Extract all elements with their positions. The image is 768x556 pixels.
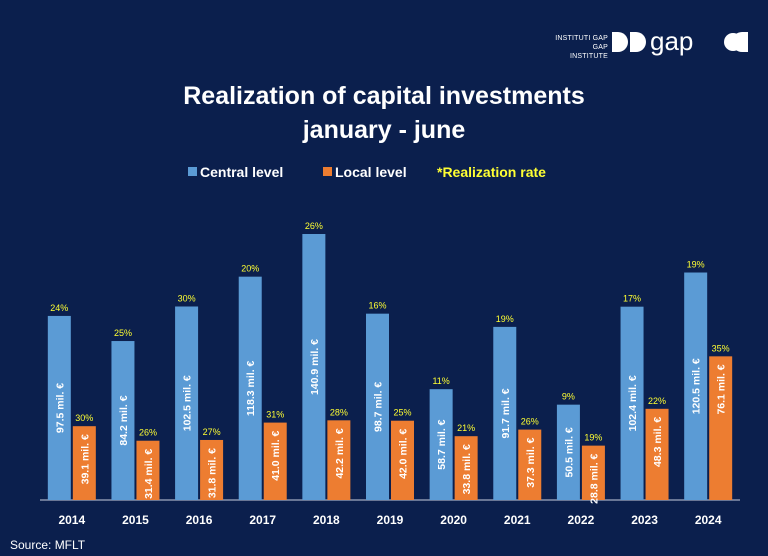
rate-label-central: 20% xyxy=(241,264,259,274)
bar-value-label-local: 48.3 mil. € xyxy=(652,417,664,467)
x-tick-label: 2017 xyxy=(249,513,276,527)
x-tick-label: 2020 xyxy=(440,513,467,527)
bar-central xyxy=(366,313,389,500)
bar-value-label-local: 39.1 mil. € xyxy=(79,434,91,484)
rate-label-central: 25% xyxy=(114,328,132,338)
rate-label-central: 24% xyxy=(50,303,68,313)
bar-local xyxy=(200,439,224,500)
x-tick-label: 2018 xyxy=(313,513,340,527)
rate-label-local: 27% xyxy=(203,427,221,437)
bar-central xyxy=(111,341,135,500)
rate-label-central: 11% xyxy=(432,376,449,386)
bar-central xyxy=(493,326,517,500)
bar-local xyxy=(518,429,542,500)
rate-label-local: 21% xyxy=(457,423,475,433)
svg-text:gap: gap xyxy=(650,28,693,56)
rate-label-local: 28% xyxy=(330,407,348,417)
bar-value-label-central: 118.3 mil. € xyxy=(245,360,257,416)
bar-local xyxy=(454,436,478,500)
rate-label-local: 25% xyxy=(393,408,411,418)
gap-logo-icon: gap xyxy=(612,28,748,56)
bar-value-label-local: 42.2 mil. € xyxy=(334,428,346,478)
x-tick-label: 2014 xyxy=(58,513,85,527)
bar-value-label-central: 50.5 mil. € xyxy=(563,427,575,477)
bar-value-label-local: 42.0 mil. € xyxy=(398,429,410,479)
brand-text: INSTITUTI GAP GAP INSTITUTE xyxy=(555,34,608,61)
bar-local xyxy=(327,420,351,500)
brand-line-2: GAP INSTITUTE xyxy=(570,44,608,60)
legend-label-rate: *Realization rate xyxy=(437,164,546,180)
rate-label-local: 26% xyxy=(139,428,157,438)
rate-label-local: 30% xyxy=(75,413,93,423)
bar-local xyxy=(136,440,160,500)
bar-local xyxy=(709,356,733,500)
bar-value-label-central: 120.5 mil. € xyxy=(691,358,703,414)
bar-central xyxy=(47,315,71,500)
rate-label-central: 9% xyxy=(562,392,575,402)
bar-value-label-local: 33.8 mil. € xyxy=(461,444,473,494)
legend-label-central: Central level xyxy=(200,164,283,180)
bar-value-label-central: 58.7 mil. € xyxy=(436,419,448,469)
bar-central xyxy=(302,234,326,500)
bar-value-label-central: 91.7 mil. € xyxy=(500,388,512,438)
rate-label-local: 22% xyxy=(648,396,666,406)
brand-line-1: INSTITUTI GAP xyxy=(555,35,608,42)
x-tick-label: 2023 xyxy=(631,513,658,527)
bar-value-label-central: 102.5 mil. € xyxy=(182,375,194,431)
bar-value-label-central: 98.7 mil. € xyxy=(373,382,385,432)
x-tick-label: 2015 xyxy=(122,513,149,527)
bar-value-label-local: 31.4 mil. € xyxy=(143,449,155,499)
legend-swatch-local xyxy=(323,167,332,176)
legend-label-local: Local level xyxy=(335,164,407,180)
bar-central xyxy=(175,306,199,500)
bar-local xyxy=(391,420,414,500)
rate-label-local: 19% xyxy=(584,433,602,443)
rate-label-central: 30% xyxy=(178,293,196,303)
bar-value-label-local: 31.8 mil. € xyxy=(207,448,219,498)
bar-value-label-central: 84.2 mil. € xyxy=(118,395,130,445)
x-tick-label: 2022 xyxy=(568,513,595,527)
bar-value-label-central: 140.9 mil. € xyxy=(309,339,321,395)
x-tick-label: 2021 xyxy=(504,513,531,527)
legend-swatch-central xyxy=(188,167,197,176)
rate-label-central: 19% xyxy=(496,314,514,324)
rate-label-central: 26% xyxy=(305,221,323,231)
source-note: Source: MFLT xyxy=(10,538,86,552)
x-tick-label: 2019 xyxy=(377,513,404,527)
chart-title: Realization of capital investments xyxy=(183,82,585,110)
bar-local xyxy=(581,445,605,500)
bar-value-label-local: 28.8 mil. € xyxy=(588,453,600,503)
bar-value-label-central: 102.4 mil. € xyxy=(627,375,639,431)
x-tick-label: 2016 xyxy=(186,513,213,527)
bar-value-label-central: 97.5 mil. € xyxy=(54,383,66,433)
rate-label-local: 35% xyxy=(712,343,730,353)
bar-local xyxy=(263,422,287,500)
chart-subtitle: january - june xyxy=(302,116,466,144)
bar-value-label-local: 37.3 mil. € xyxy=(525,437,537,487)
bar-central xyxy=(556,404,580,500)
rate-label-local: 26% xyxy=(521,417,539,427)
x-tick-label: 2024 xyxy=(695,513,722,527)
rate-label-local: 31% xyxy=(266,410,284,420)
bar-local xyxy=(645,408,669,500)
bar-value-label-local: 76.1 mil. € xyxy=(716,364,728,414)
bar-central xyxy=(620,306,644,500)
bar-value-label-local: 41.0 mil. € xyxy=(270,430,282,480)
rate-label-central: 19% xyxy=(687,260,705,270)
bar-central xyxy=(238,276,262,500)
rate-label-central: 17% xyxy=(623,294,641,304)
bar-local xyxy=(72,426,96,500)
bar-central xyxy=(429,389,453,500)
bar-central xyxy=(684,272,708,500)
rate-label-central: 16% xyxy=(368,301,386,311)
